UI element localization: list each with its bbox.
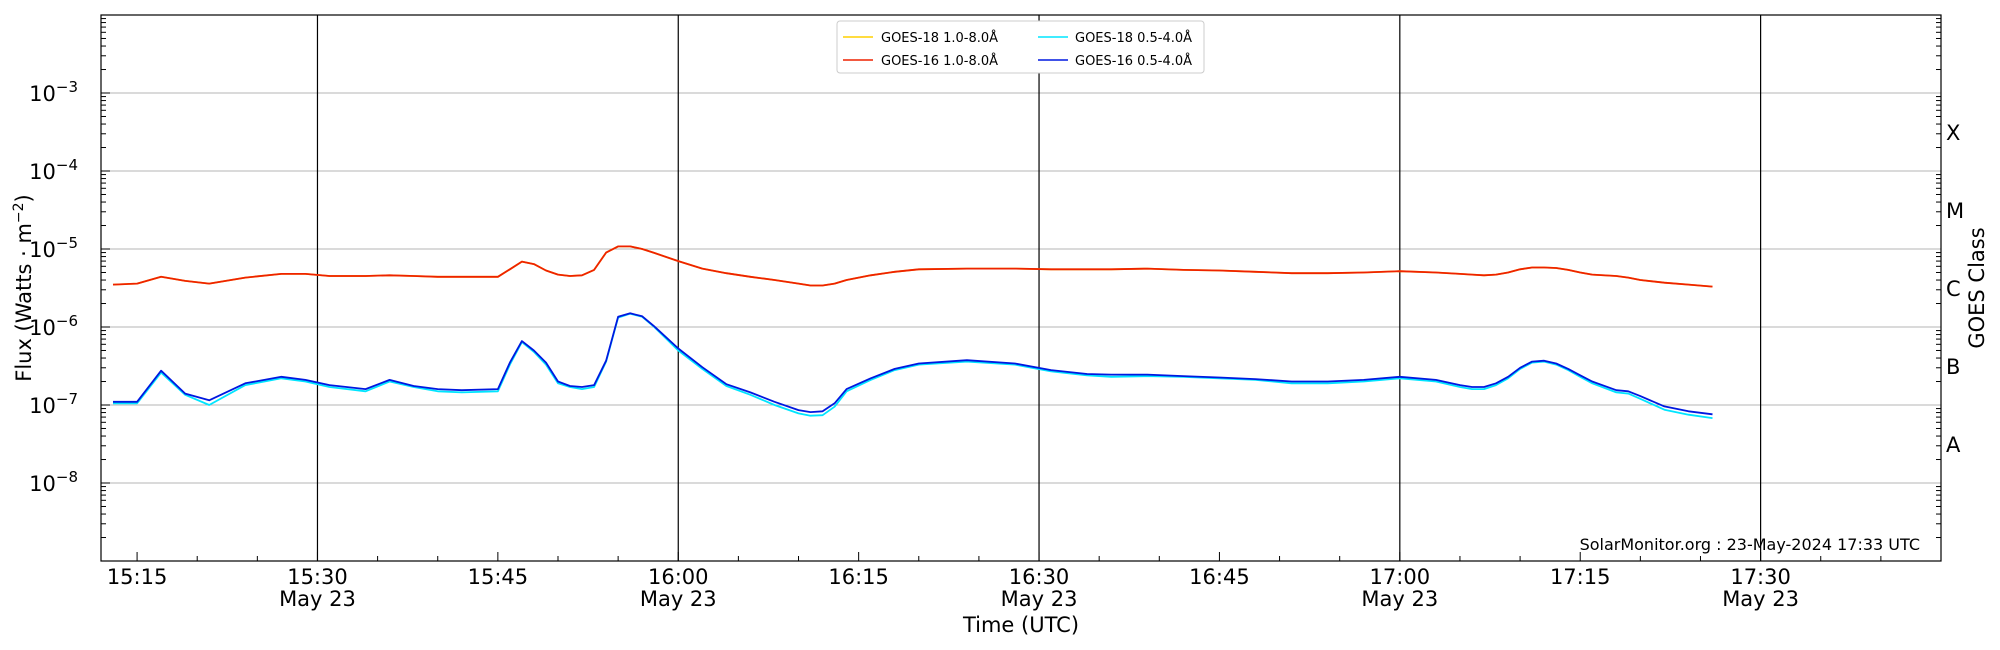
y-tick-label: 10−7 [29,390,78,418]
y-tick-label: 10−3 [29,78,78,106]
y-axis-label: Flux (Watts · m−2) [11,194,36,382]
goes-class-c: C [1946,277,1961,301]
plot-frame [100,14,1942,562]
series-line-2 [113,312,1713,419]
x-tick-label: 17:00 [1370,565,1431,589]
legend-box [836,20,1205,74]
x-tick-label: 15:45 [468,565,529,589]
x-tick-label: 15:30 [287,565,348,589]
y-tick-label: 10−4 [29,156,78,184]
series-line-0 [112,245,1713,288]
legend: GOES-18 1.0-8.0Å GOES-16 1.0-8.0Å GOES-1… [836,20,1205,74]
right-axis-label: GOES Class [1965,227,1989,348]
grid-lines [101,92,1941,484]
y-tick-label: 10−6 [29,312,78,340]
x-tick-label: 17:30 [1730,565,1791,589]
legend-label-goes16-long: GOES-16 1.0-8.0Å [881,53,998,69]
x-tick-label: 16:15 [828,565,889,589]
x-tick-label: 17:15 [1550,565,1611,589]
series-line-1 [112,245,1713,288]
day-marker-lines [316,15,1762,561]
source-annotation: SolarMonitor.org : 23-May-2024 17:33 UTC [1580,535,1920,554]
x-tick-label: 15:15 [107,565,168,589]
y-tick-label: 10−8 [29,468,78,496]
legend-label-goes16-short: GOES-16 0.5-4.0Å [1075,53,1192,69]
goes-class-labels: A B C M X [1946,121,1964,457]
x-tick-label: 16:00 [648,565,709,589]
y-axis-ticks: 10−8 10−7 10−6 10−5 10−4 10−3 [29,18,1941,539]
x-tick-label: 16:45 [1189,565,1250,589]
x-tick-date-label: May 23 [1722,587,1799,611]
goes-class-b: B [1946,355,1960,379]
series-line-3 [113,312,1713,416]
goes-class-a: A [1946,433,1961,457]
x-tick-date-label: May 23 [1361,587,1438,611]
data-series [112,245,1713,419]
legend-label-goes18-long: GOES-18 1.0-8.0Å [881,30,998,46]
goes-class-x: X [1946,121,1960,145]
goes-class-m: M [1946,199,1964,223]
legend-label-goes18-short: GOES-18 0.5-4.0Å [1075,30,1192,46]
x-tick-date-label: May 23 [640,587,717,611]
x-tick-date-label: May 23 [1001,587,1078,611]
x-axis-label: Time (UTC) [962,613,1079,637]
y-tick-label: 10−5 [29,234,78,262]
x-tick-label: 16:30 [1009,565,1070,589]
x-tick-date-label: May 23 [279,587,356,611]
